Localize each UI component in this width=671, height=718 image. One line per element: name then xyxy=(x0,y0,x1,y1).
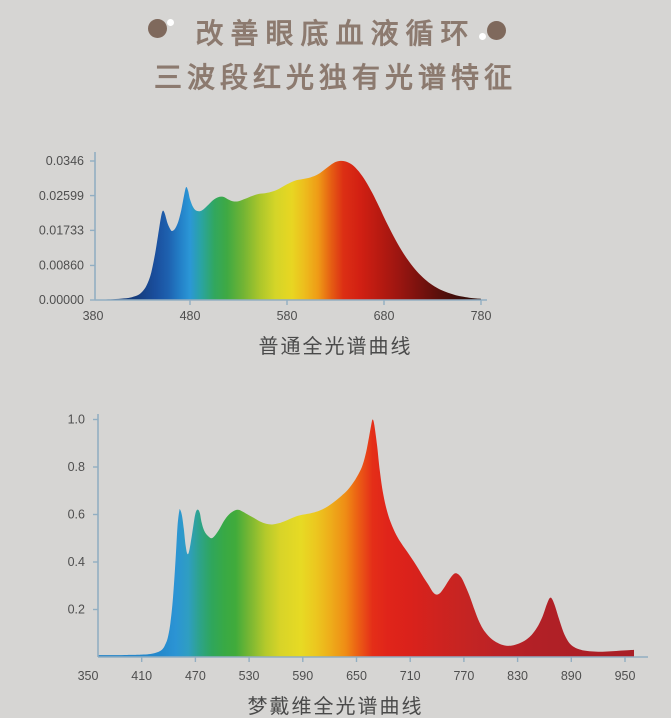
y-axis-tick-label: 0.0346 xyxy=(46,154,84,168)
y-axis-tick-label: 0.6 xyxy=(68,508,85,522)
decorative-circle-left xyxy=(148,19,167,38)
x-axis-tick-label: 470 xyxy=(185,669,206,683)
decorative-dot-left xyxy=(167,18,174,26)
x-axis-tick-label: 950 xyxy=(615,669,636,683)
y-axis-tick-label: 0.00000 xyxy=(39,293,84,307)
x-axis-tick-label: 780 xyxy=(471,309,492,323)
y-axis-tick-label: 0.01733 xyxy=(39,224,84,238)
x-axis-tick-label: 650 xyxy=(346,669,367,683)
chart-caption-mengdaiwei: 梦戴维全光谱曲线 xyxy=(247,696,424,718)
x-axis-tick-label: 680 xyxy=(374,309,395,323)
y-axis-tick-label: 0.02599 xyxy=(39,189,84,203)
decorative-dot-right xyxy=(479,33,486,40)
page-subtitle: 三波段红光独有光谱特征 xyxy=(153,62,517,93)
x-axis-tick-label: 580 xyxy=(277,309,298,323)
chart-caption-ordinary: 普通全光谱曲线 xyxy=(258,336,413,358)
page-title: 改善眼底血液循环 xyxy=(195,18,476,49)
y-axis-tick-label: 1.0 xyxy=(68,413,85,427)
spectral-area xyxy=(97,419,635,657)
x-axis-tick-label: 830 xyxy=(507,669,528,683)
decorative-circle-right xyxy=(486,21,506,40)
x-axis-tick-label: 410 xyxy=(131,669,152,683)
x-axis-tick-label: 350 xyxy=(78,669,99,683)
y-axis-tick-label: 0.2 xyxy=(68,603,85,617)
y-axis-tick-label: 0.8 xyxy=(68,460,85,474)
y-axis-tick-label: 0.00860 xyxy=(39,259,84,273)
x-axis-tick-label: 770 xyxy=(453,669,474,683)
x-axis-tick-label: 590 xyxy=(292,669,313,683)
x-axis-tick-label: 480 xyxy=(180,309,201,323)
x-axis-tick-label: 710 xyxy=(400,669,421,683)
x-axis-tick-label: 890 xyxy=(561,669,582,683)
spectral-area xyxy=(95,160,482,300)
spectrum-chart-ordinary: 0.0346 0.02599 0.01733 0.00860 0.00000 380 480… xyxy=(39,152,492,323)
spectrum-chart-mengdaiwei: 1.0 0.8 0.6 0.4 0.2 350 410 470 530 590 650 710 770 8… xyxy=(68,413,648,683)
y-axis-tick-label: 0.4 xyxy=(68,555,85,569)
x-axis-tick-label: 380 xyxy=(83,309,104,323)
x-axis-tick-label: 530 xyxy=(239,669,260,683)
